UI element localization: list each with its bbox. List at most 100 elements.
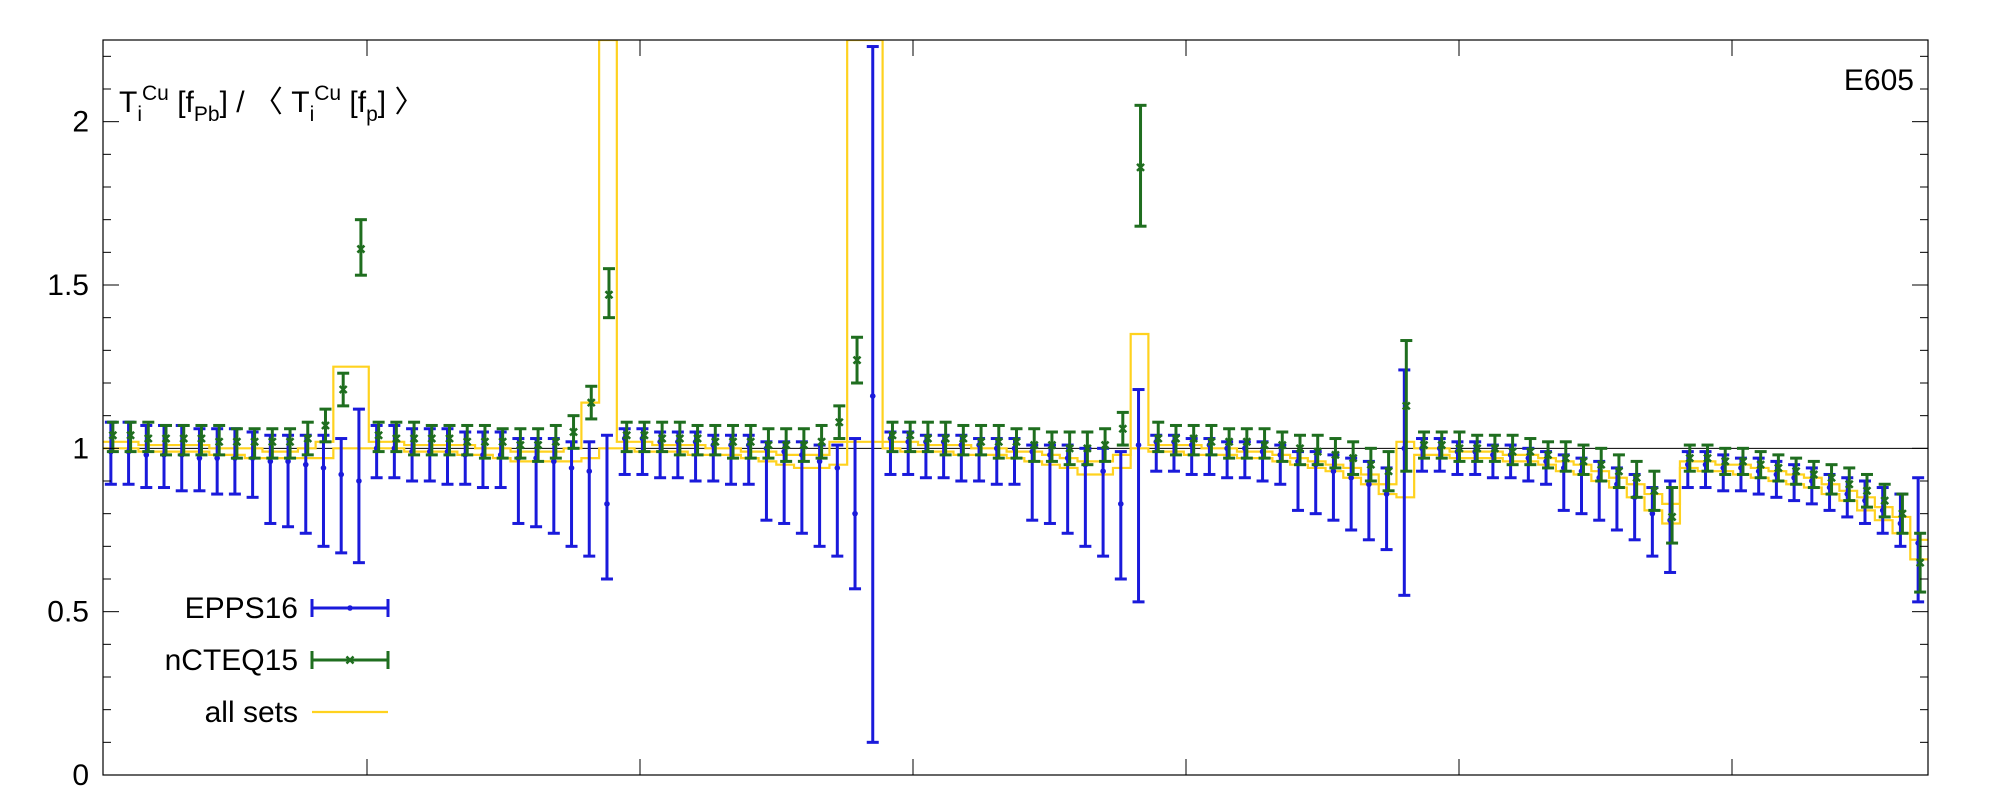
ncteq15-point	[391, 434, 401, 443]
y-axis-label-part: Pb	[194, 103, 220, 126]
ncteq15-point	[1543, 450, 1553, 460]
y-tick-label: 0	[72, 759, 89, 792]
ncteq15-point	[1366, 460, 1376, 470]
ncteq15-point	[1756, 460, 1766, 470]
legend-label: nCTEQ15	[165, 644, 298, 677]
ncteq15-point	[746, 437, 756, 447]
ncteq15-point	[1171, 434, 1181, 443]
epps16-point	[285, 458, 291, 465]
ncteq15-point	[409, 434, 419, 443]
ncteq15-point	[338, 385, 348, 394]
epps16-point	[214, 455, 220, 461]
ncteq15-point	[427, 434, 437, 443]
epps16-point	[1330, 468, 1337, 475]
ncteq15-point	[1313, 447, 1323, 456]
ncteq15-point	[303, 434, 313, 443]
epps16-point	[834, 465, 841, 471]
ncteq15-point	[1136, 163, 1145, 172]
ncteq15-point	[1844, 479, 1854, 489]
ncteq15-point	[569, 427, 578, 437]
y-axis-label-part: [f	[341, 86, 367, 119]
ncteq15-point	[480, 437, 490, 447]
ncteq15-point	[1596, 460, 1606, 470]
epps16-point	[869, 393, 876, 399]
epps16-point	[267, 458, 274, 465]
epps16-point	[196, 455, 203, 461]
ncteq15-point	[728, 437, 738, 447]
ncteq15-point	[1277, 440, 1287, 450]
ncteq15-point	[1348, 453, 1358, 463]
ncteq15-point	[1012, 437, 1021, 447]
ncteq15-point	[374, 430, 384, 440]
ncteq15-point	[1791, 466, 1801, 476]
y-axis-label-part: ] 〉	[378, 86, 425, 119]
epps16-point	[338, 471, 344, 478]
plot-frame	[102, 39, 1929, 776]
plot-content	[103, 40, 1928, 744]
y-axis-label-part: T	[119, 86, 137, 119]
legend-label: all sets	[205, 696, 298, 729]
epps16-point	[302, 461, 309, 468]
ncteq15-point	[1720, 457, 1730, 466]
ncteq15-point	[498, 437, 508, 447]
y-tick-label: 1.5	[47, 269, 89, 302]
y-axis-label-part: ] / 〈 T	[220, 86, 310, 119]
ncteq15-point	[888, 430, 897, 440]
ncteq15-point	[1295, 443, 1305, 453]
y-tick-label: 0.5	[47, 596, 89, 629]
ncteq15-point	[586, 398, 596, 407]
ncteq15-point	[356, 244, 366, 254]
y-axis-label-part: Cu	[314, 82, 341, 105]
ncteq15-point	[533, 440, 543, 450]
ncteq15-point	[1490, 443, 1500, 453]
ncteq15-point	[1703, 453, 1712, 463]
legend-label: EPPS16	[185, 592, 298, 625]
ncteq15-point	[1472, 443, 1482, 453]
ncteq15-point	[1579, 457, 1588, 466]
ncteq15-point	[852, 355, 862, 365]
ncteq15-point	[126, 430, 135, 440]
ncteq15-point	[321, 421, 330, 430]
ncteq15-point	[1649, 486, 1659, 496]
ncteq15-point	[817, 437, 826, 447]
ncteq15-point	[1915, 558, 1925, 568]
ncteq15-point	[1667, 512, 1677, 522]
all-sets-lower-edge	[103, 440, 1928, 561]
ncteq15-point	[710, 437, 720, 447]
ncteq15-point	[161, 434, 171, 443]
ncteq15-point	[941, 434, 951, 443]
ncteq15-point	[1561, 453, 1571, 463]
ncteq15-point	[834, 417, 844, 427]
epps16-point	[143, 452, 150, 458]
ncteq15-point	[1614, 466, 1624, 476]
ncteq15-point	[1100, 440, 1110, 450]
y-axis-label-part: i	[137, 103, 142, 126]
ncteq15-point	[1738, 457, 1748, 466]
ncteq15-point	[640, 430, 649, 440]
ncteq15-point	[285, 437, 295, 447]
legend: EPPS16 nCTEQ15 all sets	[165, 592, 390, 729]
epps16-point	[568, 465, 575, 471]
ncteq15-point	[1774, 463, 1783, 473]
ncteq15-point	[214, 437, 224, 447]
epps16-point	[1100, 468, 1106, 475]
ncteq15-point	[1508, 447, 1518, 456]
ncteq15-point	[1331, 450, 1340, 460]
epps16-point	[1135, 442, 1142, 448]
ncteq15-point	[976, 437, 986, 447]
ncteq15-point	[1384, 466, 1393, 476]
legend-swatch-marker	[347, 605, 353, 611]
ncteq15-point	[108, 430, 118, 440]
y-tick-label: 1	[72, 432, 89, 465]
y-axis-label: TiCu [fPb] / 〈 TiCu [fp] 〉	[119, 82, 424, 126]
y-axis-label-part: i	[310, 103, 315, 126]
ncteq15-point	[622, 430, 632, 440]
epps16-point	[816, 458, 823, 465]
ncteq15-point	[1632, 473, 1642, 483]
ncteq15-point	[994, 437, 1004, 447]
ncteq15-point	[675, 434, 685, 443]
ncteq15-point	[905, 430, 915, 440]
ncteq15-point	[445, 434, 454, 443]
ncteq15-point	[179, 434, 189, 443]
